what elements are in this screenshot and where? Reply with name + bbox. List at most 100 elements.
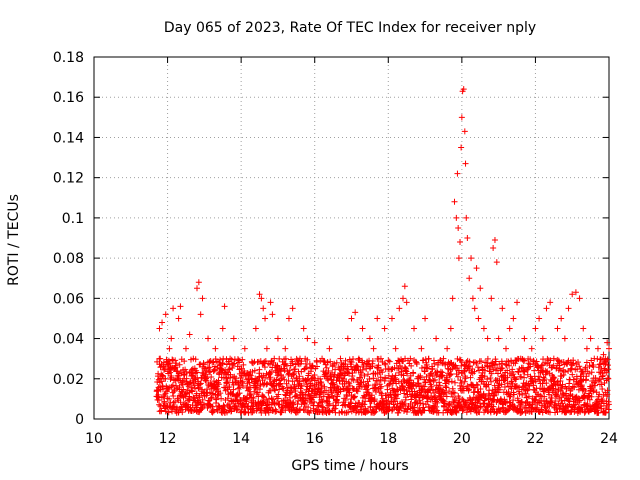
data-point bbox=[252, 325, 259, 332]
background-point bbox=[554, 392, 561, 399]
data-point bbox=[429, 365, 436, 372]
background-point bbox=[403, 387, 410, 394]
background-point bbox=[571, 384, 578, 391]
background-point bbox=[538, 406, 545, 413]
background-point bbox=[229, 364, 236, 371]
background-point bbox=[551, 374, 558, 381]
data-point bbox=[388, 315, 395, 322]
background-point bbox=[393, 395, 400, 402]
background-point bbox=[280, 373, 287, 380]
background-point bbox=[374, 365, 381, 372]
data-point bbox=[341, 365, 348, 372]
background-point bbox=[445, 379, 452, 386]
background-point bbox=[369, 363, 376, 370]
background-point bbox=[358, 371, 365, 378]
background-point bbox=[357, 379, 364, 386]
background-point bbox=[603, 369, 610, 376]
background-point bbox=[344, 393, 351, 400]
background-point bbox=[493, 409, 500, 416]
background-point bbox=[605, 375, 612, 382]
background-point bbox=[507, 392, 514, 399]
background-point bbox=[573, 375, 580, 382]
data-point bbox=[293, 375, 300, 382]
data-point bbox=[488, 295, 495, 302]
background-point bbox=[480, 390, 487, 397]
background-point bbox=[217, 390, 224, 397]
y-tick-label: 0.02 bbox=[53, 372, 84, 388]
background-point bbox=[540, 377, 547, 384]
x-tick-label: 12 bbox=[159, 431, 177, 447]
background-point bbox=[512, 360, 519, 367]
background-point bbox=[414, 380, 421, 387]
data-point bbox=[258, 295, 265, 302]
background-point bbox=[226, 366, 233, 373]
background-point bbox=[165, 409, 172, 416]
background-point bbox=[388, 407, 395, 414]
background-point bbox=[377, 385, 384, 392]
background-point bbox=[428, 370, 435, 377]
data-point bbox=[315, 385, 322, 392]
data-point bbox=[370, 345, 377, 352]
data-point bbox=[377, 355, 384, 362]
data-point bbox=[411, 325, 418, 332]
background-point bbox=[399, 383, 406, 390]
data-point bbox=[543, 305, 550, 312]
background-point bbox=[251, 367, 258, 374]
background-point bbox=[590, 388, 597, 395]
data-point bbox=[528, 345, 535, 352]
background-point bbox=[490, 366, 497, 373]
background-point bbox=[508, 385, 515, 392]
data-point bbox=[285, 315, 292, 322]
background-point bbox=[565, 368, 572, 375]
background-point bbox=[439, 372, 446, 379]
background-point bbox=[504, 398, 511, 405]
data-point bbox=[168, 335, 175, 342]
background-point bbox=[414, 400, 421, 407]
background-point bbox=[433, 403, 440, 410]
data-point bbox=[433, 335, 440, 342]
background-point bbox=[303, 364, 310, 371]
background-point bbox=[350, 355, 357, 362]
background-point bbox=[311, 399, 318, 406]
data-point bbox=[197, 311, 204, 318]
background-point bbox=[510, 391, 517, 398]
background-point bbox=[346, 370, 353, 377]
background-point bbox=[517, 403, 524, 410]
background-point bbox=[181, 358, 188, 365]
background-point bbox=[535, 373, 542, 380]
background-point bbox=[171, 398, 178, 405]
background-point bbox=[289, 378, 296, 385]
data-point bbox=[604, 339, 611, 346]
background-point bbox=[400, 407, 407, 414]
background-point bbox=[500, 404, 507, 411]
background-point bbox=[236, 384, 243, 391]
data-point bbox=[322, 371, 329, 378]
background-point bbox=[378, 390, 385, 397]
background-point bbox=[556, 405, 563, 412]
x-tick-label: 24 bbox=[600, 431, 618, 447]
background-point bbox=[438, 359, 445, 366]
background-point bbox=[448, 371, 455, 378]
data-point bbox=[495, 335, 502, 342]
data-point bbox=[385, 365, 392, 372]
background-point bbox=[455, 369, 462, 376]
data-point bbox=[449, 295, 456, 302]
background-point bbox=[282, 355, 289, 362]
background-point bbox=[462, 375, 469, 382]
background-point bbox=[235, 381, 242, 388]
background-point bbox=[563, 390, 570, 397]
background-point bbox=[448, 378, 455, 385]
background-point bbox=[419, 386, 426, 393]
background-point bbox=[428, 383, 435, 390]
background-point bbox=[458, 380, 465, 387]
background-point bbox=[162, 408, 169, 415]
background-point bbox=[552, 398, 559, 405]
background-point bbox=[214, 407, 221, 414]
y-tick-label: 0.14 bbox=[53, 130, 84, 146]
background-point bbox=[583, 359, 590, 366]
data-point bbox=[337, 355, 344, 362]
data-point bbox=[333, 359, 340, 366]
data-point bbox=[569, 291, 576, 298]
background-point bbox=[348, 363, 355, 370]
background-point bbox=[442, 389, 449, 396]
